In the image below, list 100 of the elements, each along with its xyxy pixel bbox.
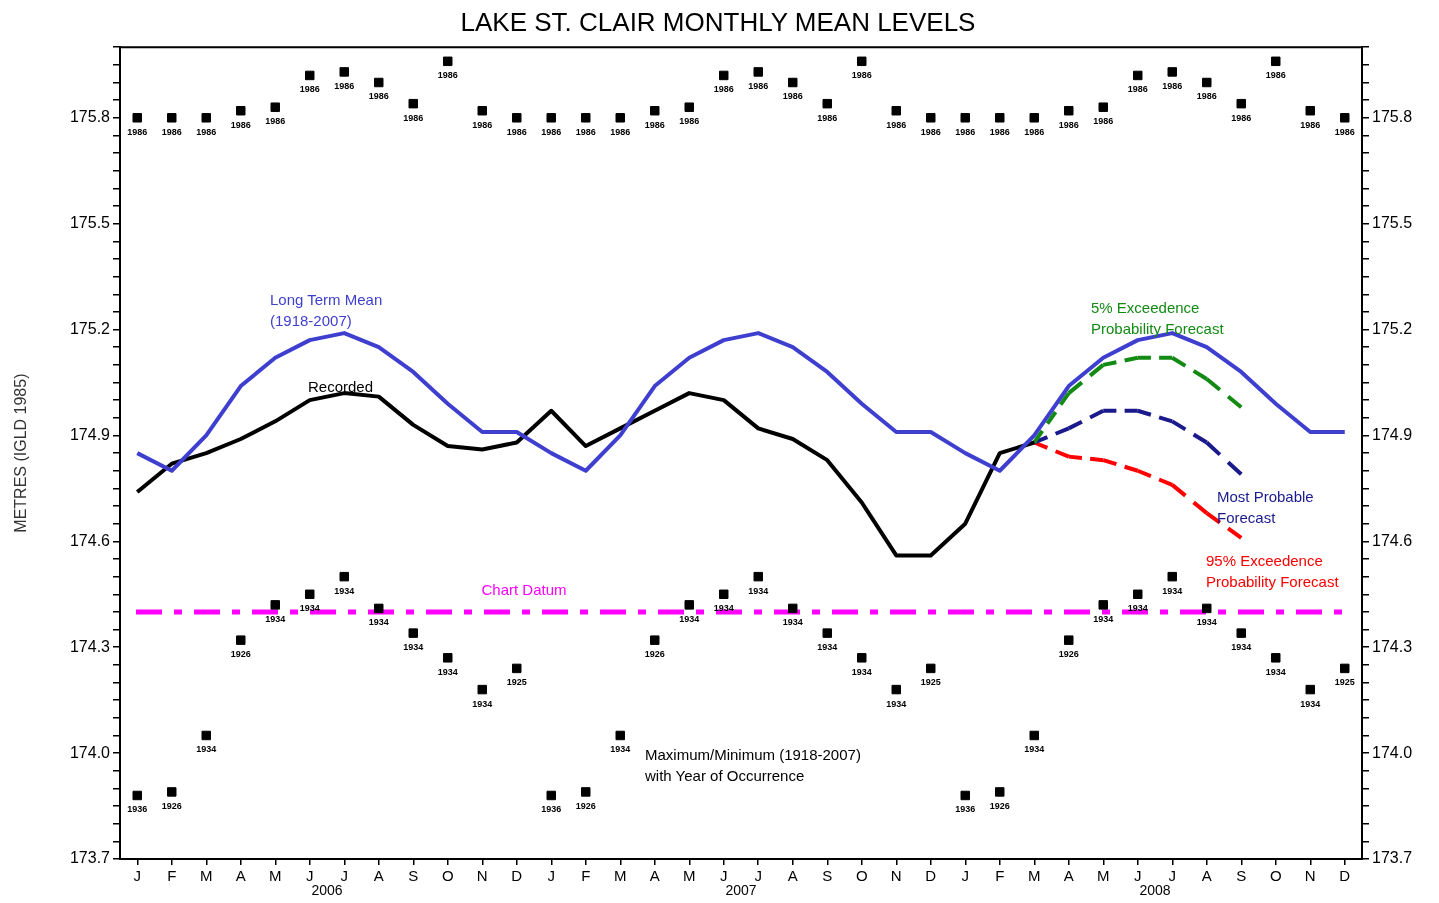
point — [684, 102, 694, 112]
x-tick-label: O — [1269, 867, 1282, 885]
y-tick-label: 174.9 — [69, 425, 111, 443]
x-tick-label: O — [441, 867, 454, 885]
x-tick-label: O — [855, 867, 868, 885]
x-tick-label: M — [200, 867, 213, 885]
point — [1098, 600, 1108, 610]
x-tick-label: A — [373, 867, 384, 885]
point — [960, 113, 970, 123]
y-tick-label: 174.3 — [69, 637, 111, 655]
point — [477, 105, 487, 116]
annotation: 1934 — [1300, 698, 1321, 709]
annotation: 1934 — [437, 666, 458, 677]
point — [788, 77, 798, 88]
x-tick-label: A — [1201, 867, 1212, 885]
x-tick-label: S — [408, 867, 419, 885]
y-tick-label: 174.6 — [69, 531, 111, 549]
x-tick-label: J — [306, 867, 314, 885]
annotation: 1986 — [472, 119, 493, 130]
x-tick-label: M — [683, 867, 696, 885]
annotation: 1934 — [782, 617, 803, 628]
x-tick-label: J — [1134, 867, 1142, 885]
point — [581, 113, 591, 123]
annotation: 1936 — [955, 804, 976, 815]
x-tick-label: J — [340, 867, 348, 885]
point — [1133, 70, 1143, 81]
annotation: 1986 — [748, 80, 769, 91]
y2-tick-label: 175.8 — [1372, 108, 1413, 126]
x-tick-label: S — [822, 867, 833, 885]
annotation: 1986 — [679, 116, 700, 127]
annotation: 1986 — [299, 84, 320, 95]
annotation: 1986 — [644, 119, 665, 130]
point — [236, 105, 246, 116]
chart-title: LAKE ST. CLAIR MONTHLY MEAN LEVELS — [460, 6, 976, 37]
x-tick-label: D — [511, 867, 523, 885]
x-tick-label: J — [133, 867, 141, 885]
point — [684, 600, 694, 610]
point — [960, 790, 970, 801]
annotation: 1934 — [1265, 666, 1286, 677]
annotation: 1986 — [817, 112, 838, 123]
point — [167, 113, 177, 123]
annotation: 1986 — [1300, 119, 1321, 130]
text: 5% Exceedence Probability Forecast — [1091, 298, 1225, 337]
point — [270, 102, 280, 112]
point — [132, 113, 142, 123]
annotation: 1934 — [403, 642, 424, 653]
point — [201, 730, 211, 741]
annotation: 1986 — [851, 70, 872, 81]
x-tick-label: F — [167, 867, 177, 885]
x-tick-label: J — [720, 867, 728, 885]
x-tick-label: A — [235, 867, 246, 885]
annotation: 1986 — [1058, 119, 1079, 130]
point — [719, 589, 729, 600]
point — [408, 98, 418, 109]
point — [1167, 571, 1177, 582]
x-tick-label: M — [1097, 867, 1110, 885]
annotation: 1986 — [1231, 112, 1252, 123]
point — [1202, 603, 1212, 614]
point — [650, 635, 660, 645]
y2-tick-label: 174.9 — [1372, 425, 1413, 443]
point — [1340, 113, 1350, 123]
point — [822, 98, 832, 109]
annotation: 1934 — [817, 642, 838, 653]
point — [374, 603, 384, 614]
annotation: 1986 — [506, 126, 527, 137]
annotation: 1986 — [368, 91, 389, 102]
annotation: 1925 — [1334, 677, 1355, 688]
annotation: 1936 — [541, 804, 562, 815]
point — [305, 589, 315, 600]
series-label: Most Probable Forecast — [1217, 487, 1314, 526]
annotation: 1934 — [265, 613, 286, 624]
annotation: 1934 — [1196, 617, 1217, 628]
annotation: 1934 — [748, 585, 769, 596]
annotation: 1986 — [265, 116, 286, 127]
point — [891, 105, 901, 116]
point — [1029, 113, 1039, 123]
annotation: 1986 — [127, 126, 148, 137]
point — [512, 663, 522, 674]
x-tick-label: D — [925, 867, 937, 885]
x-tick-label: S — [1236, 867, 1247, 885]
annotation: 1986 — [334, 80, 355, 91]
y2-tick-label: 175.5 — [1372, 214, 1413, 232]
y2-tick-label: 175.2 — [1372, 319, 1413, 337]
point — [443, 56, 453, 67]
x-tick-label: J — [754, 867, 762, 885]
annotation: 1986 — [161, 126, 182, 137]
annotation: 1934 — [1024, 744, 1045, 755]
point — [857, 653, 867, 663]
x-tick-label: A — [649, 867, 660, 885]
y-tick-label: 173.7 — [69, 849, 111, 867]
point — [1029, 730, 1039, 741]
point — [132, 790, 142, 801]
y2-tick-label: 174.3 — [1372, 637, 1413, 655]
point — [615, 113, 625, 123]
annotation: 1934 — [851, 666, 872, 677]
x-tick-label: N — [1304, 867, 1316, 885]
y2-tick-label: 174.0 — [1372, 743, 1413, 761]
annotation: 1934 — [679, 613, 700, 624]
text: 2007 — [725, 881, 757, 898]
annotation: 1986 — [403, 112, 424, 123]
